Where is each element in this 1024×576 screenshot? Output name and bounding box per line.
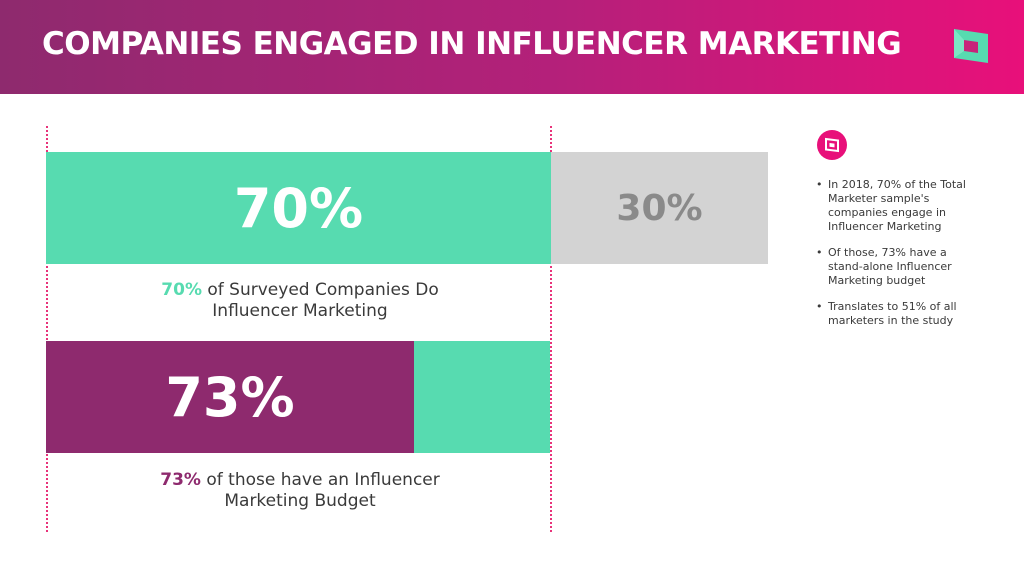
bar-1-segment-2 [551, 152, 768, 264]
note-item: In 2018, 70% of the Total Marketer sampl… [814, 178, 984, 234]
note-item: Translates to 51% of all marketers in th… [814, 300, 984, 328]
note-item: Of those, 73% have a stand-alone Influen… [814, 246, 984, 288]
bar-1-label-1: 70% [233, 176, 364, 240]
caption-2-highlight: 73% [160, 470, 201, 490]
caption-2: 73% of those have an Influencer Marketin… [140, 470, 460, 512]
bar-1-segment-1 [46, 152, 551, 264]
header-banner: COMPANIES ENGAGED IN INFLUENCER MARKETIN… [0, 0, 1024, 94]
bar-2-segment-2 [414, 341, 550, 453]
notes-list: In 2018, 70% of the Total Marketer sampl… [814, 178, 984, 340]
bar-1-label-2: 30% [616, 187, 703, 229]
bar-2-segment-1 [46, 341, 414, 453]
guide-line-left [46, 126, 48, 532]
brand-logo-icon [954, 29, 988, 63]
guide-line-right [550, 126, 552, 532]
caption-1-text: of Surveyed Companies Do Influencer Mark… [201, 280, 439, 321]
caption-1: 70% of Surveyed Companies Do Influencer … [150, 280, 450, 322]
page-title: COMPANIES ENGAGED IN INFLUENCER MARKETIN… [42, 26, 902, 62]
caption-1-highlight: 70% [161, 280, 202, 300]
caption-2-text: of those have an Influencer Marketing Bu… [200, 470, 440, 511]
bar-2-label-1: 73% [165, 365, 295, 429]
brand-badge-icon [817, 130, 847, 160]
